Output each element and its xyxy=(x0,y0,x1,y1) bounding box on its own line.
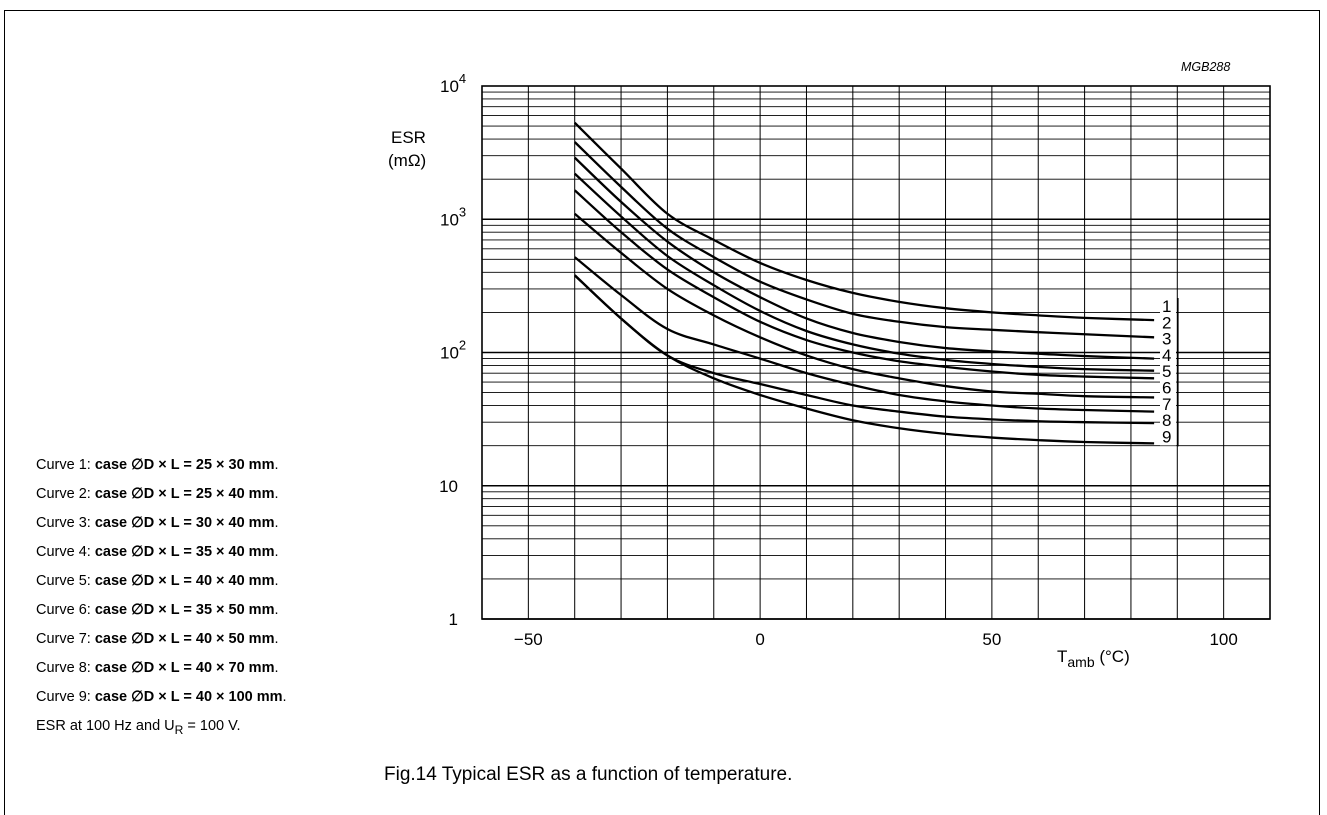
legend-line-9: Curve 9: case ∅D × L = 40 × 100 mm. xyxy=(36,689,287,705)
curve-label-5: 5 xyxy=(1162,362,1171,381)
x-tick-label: 100 xyxy=(1209,630,1237,649)
measurement-note: ESR at 100 Hz and UR = 100 V. xyxy=(36,718,241,737)
curve-8 xyxy=(573,274,1155,425)
y-tick-label: 1 xyxy=(449,610,458,629)
curve-label-bg xyxy=(1160,315,1176,332)
curve-label-bg xyxy=(1160,413,1176,430)
legend-line-5: Curve 5: case ∅D × L = 40 × 40 mm. xyxy=(36,573,279,589)
curve-6 xyxy=(573,212,1155,399)
curve-label-1: 1 xyxy=(1162,297,1171,316)
x-tick-label: 50 xyxy=(982,630,1001,649)
curve-label-bg xyxy=(1160,429,1176,446)
curve-label-8: 8 xyxy=(1162,411,1171,430)
curve-label-bg xyxy=(1160,380,1176,397)
x-axis-label-unit: (°C) xyxy=(1095,647,1130,666)
x-axis-label-sub: amb xyxy=(1067,654,1094,670)
figure-id: MGB288 xyxy=(1181,60,1231,74)
y-tick-label: 103 xyxy=(440,204,466,229)
legend-line-7: Curve 7: case ∅D × L = 40 × 50 mm. xyxy=(36,631,279,647)
figure-frame xyxy=(4,10,1320,815)
curve-legend: Curve 1: case ∅D × L = 25 × 30 mm. Curve… xyxy=(36,451,287,745)
curve-label-bg xyxy=(1160,299,1176,315)
x-tick-label: −50 xyxy=(514,630,543,649)
y-axis-label-line2: (mΩ) xyxy=(388,151,426,170)
legend-line-4: Curve 4: case ∅D × L = 35 × 40 mm. xyxy=(36,544,279,560)
curve-label-bg xyxy=(1160,364,1176,381)
curve-label-6: 6 xyxy=(1162,379,1171,398)
major-grid xyxy=(481,85,1271,620)
curve-2 xyxy=(573,141,1155,339)
x-axis-label: Tamb (°C) xyxy=(1057,647,1130,670)
curve-7 xyxy=(573,256,1155,413)
legend-line-6: Curve 6: case ∅D × L = 35 × 50 mm. xyxy=(36,602,279,618)
tick-labels: −50 0 50 100 1 10 102 103 104 xyxy=(439,71,1238,649)
legend-line-8: Curve 8: case ∅D × L = 40 × 70 mm. xyxy=(36,660,279,676)
x-axis-label-main: T xyxy=(1057,647,1067,666)
curve-1 xyxy=(573,121,1155,322)
y-tick-label: 102 xyxy=(440,338,466,363)
y-axis-label-line1: ESR xyxy=(391,128,426,147)
curve-4 xyxy=(573,172,1155,372)
curve-label-4: 4 xyxy=(1162,346,1171,365)
x-tick-label: 0 xyxy=(755,630,764,649)
curves xyxy=(573,121,1155,445)
curve-label-3: 3 xyxy=(1162,330,1171,349)
legend-line-3: Curve 3: case ∅D × L = 30 × 40 mm. xyxy=(36,515,279,531)
curve-label-bg xyxy=(1160,396,1176,413)
curve-label-2: 2 xyxy=(1162,313,1171,332)
curve-5 xyxy=(573,189,1155,380)
figure-caption: Fig.14 Typical ESR as a function of temp… xyxy=(384,764,793,785)
y-tick-label: 104 xyxy=(440,71,466,96)
legend-line-1: Curve 1: case ∅D × L = 25 × 30 mm. xyxy=(36,457,279,473)
curve-3 xyxy=(573,156,1155,360)
curve-label-bg xyxy=(1160,347,1176,364)
curve-9 xyxy=(573,274,1155,445)
y-tick-label: 10 xyxy=(439,477,458,496)
plot-border xyxy=(481,85,1271,620)
curve-label-7: 7 xyxy=(1162,395,1171,414)
legend-line-2: Curve 2: case ∅D × L = 25 × 40 mm. xyxy=(36,486,279,502)
curve-label-bg xyxy=(1160,331,1176,348)
curve-label-9: 9 xyxy=(1162,427,1171,446)
